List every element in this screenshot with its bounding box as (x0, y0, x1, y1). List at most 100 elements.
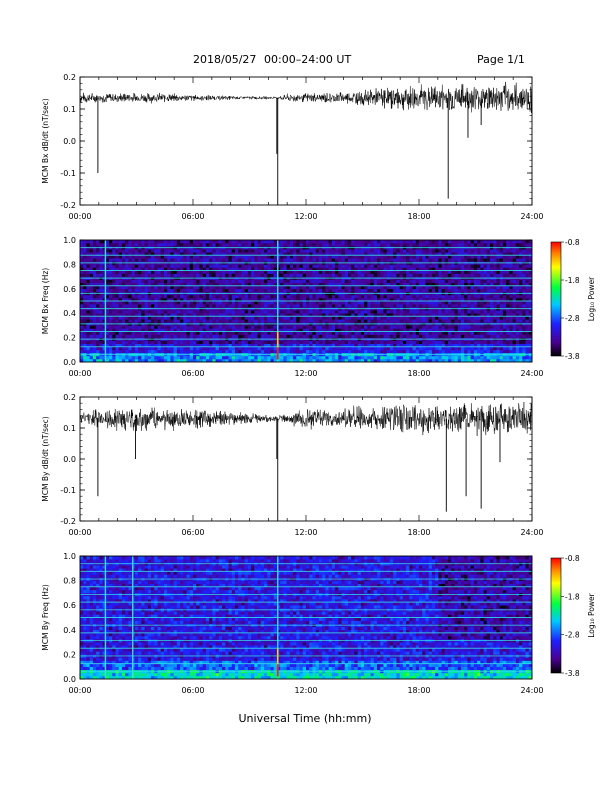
spectrogram-cell (448, 252, 452, 256)
spectrogram-cell (102, 340, 107, 344)
spectrogram-cell (438, 297, 442, 302)
spectrogram-cell (218, 273, 223, 277)
spectrogram-cell (280, 267, 284, 271)
spectrogram-cell (92, 243, 97, 247)
spectrogram-cell (83, 340, 87, 344)
spectrogram-cell (141, 249, 145, 253)
spectrogram-cell (302, 358, 307, 362)
spectrogram-cell (80, 346, 84, 351)
spectrogram-cell (176, 285, 181, 290)
spectrogram-cell (238, 313, 242, 317)
spectrogram-cell (222, 264, 226, 268)
spectrogram-cell (402, 285, 407, 290)
spectrogram-cell (289, 331, 294, 335)
spectrogram-cell (364, 319, 368, 323)
spectrogram-cell (309, 304, 313, 308)
spectrogram-cell (335, 258, 339, 262)
spectrogram-cell (183, 328, 187, 332)
spectrogram-cell (428, 316, 433, 320)
spectrogram-cell (286, 243, 291, 247)
spectrogram-cell (141, 270, 145, 274)
spectrogram-cell (315, 255, 320, 259)
spectrogram-cell (309, 279, 313, 283)
spectrogram-cell (286, 334, 291, 338)
spectrogram-cell (254, 240, 258, 244)
spectrogram-cell (302, 270, 307, 274)
spectrogram-cell (412, 252, 417, 256)
spectrogram-cell (234, 288, 239, 293)
spectrogram-cell (189, 301, 194, 305)
spectrogram-cell (193, 334, 197, 338)
spectrogram-cell (215, 304, 220, 308)
spectrogram-cell (141, 313, 145, 317)
spectrogram-cell (460, 267, 465, 271)
spectrogram-cell (393, 267, 397, 271)
spectrogram-cell (105, 343, 110, 348)
spectrogram-cell (347, 334, 352, 338)
spectrogram-cell (360, 258, 365, 262)
spectrogram-cell (118, 313, 123, 317)
spectrogram-cell (225, 334, 229, 338)
spectrogram-cell (238, 328, 242, 332)
spectrogram-cell (96, 267, 100, 271)
spectrogram-cell (451, 301, 455, 305)
spectrogram-cell (176, 288, 181, 293)
spectrogram-cell (80, 297, 84, 302)
spectrogram-cell (386, 267, 391, 271)
spectrogram-cell (293, 301, 297, 305)
spectrogram-cell (154, 331, 158, 335)
spectrogram-cell (302, 304, 307, 308)
spectrogram-cell (283, 313, 287, 317)
spectrogram-cell (315, 258, 320, 262)
spectrogram-cell (209, 240, 213, 244)
spectrogram-cell (299, 285, 304, 290)
spectrogram-cell (254, 343, 258, 348)
spectrogram-cell (431, 343, 436, 348)
spectrogram-cell (163, 267, 168, 271)
spectrogram-cell (218, 349, 223, 354)
spectrogram-cell (157, 288, 162, 293)
spectrogram-cell (86, 240, 90, 244)
spectrogram-cell (109, 282, 113, 287)
spectrogram-cell (425, 313, 429, 317)
spectrogram-cell (254, 304, 258, 308)
spectrogram-cell (399, 249, 404, 253)
spectrogram-cell (386, 258, 391, 262)
spectrogram-cell (254, 285, 258, 290)
spectrogram-cell (389, 285, 394, 290)
spectrogram-cell (186, 355, 191, 360)
spectrogram-cell (231, 282, 236, 287)
spectrogram-cell (419, 310, 423, 314)
spectrogram-cell (373, 310, 378, 314)
spectrogram-cell (112, 282, 116, 287)
spectrogram-cell (228, 310, 233, 314)
spectrogram-cell (306, 264, 310, 268)
spectrogram-cell (154, 355, 158, 360)
spectrogram-cell (205, 273, 210, 277)
spectrogram-cell (419, 288, 423, 293)
spectrogram-cell (215, 273, 220, 277)
spectrogram-cell (189, 349, 194, 354)
spectrogram-cell (225, 343, 229, 348)
spectrogram-cell (225, 273, 229, 277)
spectrogram-cell (383, 270, 388, 274)
spectrogram-cell (354, 294, 358, 299)
spectrogram-cell (431, 310, 436, 314)
spectrogram-cell (322, 316, 326, 320)
spectrogram-cell (438, 243, 442, 247)
spectrogram-cell (212, 240, 216, 244)
spectrogram-cell (335, 340, 339, 344)
y-tick-label: 0.4 (63, 309, 76, 318)
spectrogram-cell (264, 282, 268, 287)
spectrogram-cell (444, 328, 449, 332)
spectrogram-cell (118, 310, 123, 314)
spectrogram-cell (141, 343, 145, 348)
spectrogram-cell (396, 288, 400, 293)
spectrogram-cell (102, 297, 107, 302)
spectrogram-cell (196, 252, 200, 256)
spectrogram-cell (251, 258, 255, 262)
spectrogram-cell (144, 249, 149, 253)
spectrogram-cell (315, 282, 320, 287)
spectrogram-cell (286, 249, 291, 253)
spectrogram-cell (435, 273, 439, 277)
